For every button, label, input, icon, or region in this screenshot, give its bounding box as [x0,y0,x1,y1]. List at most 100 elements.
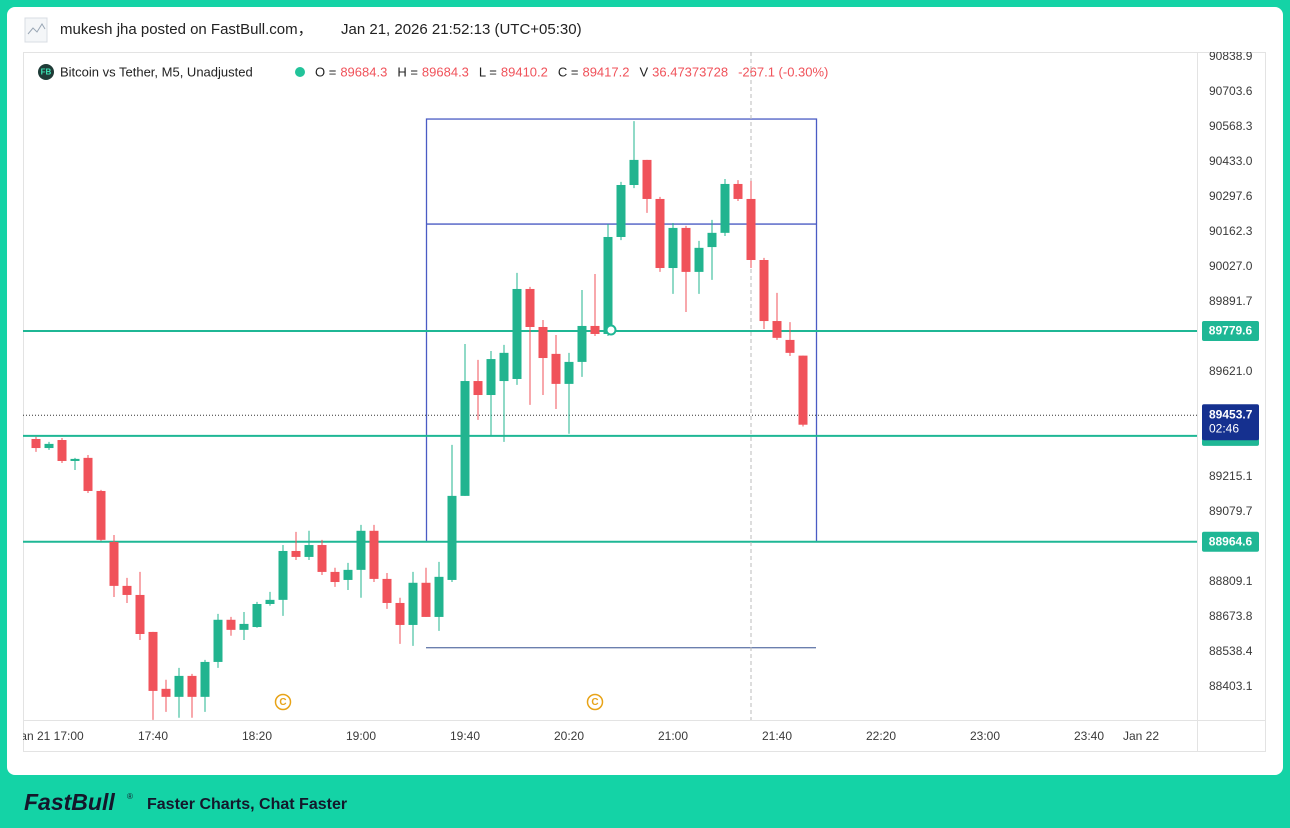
candle-body [447,495,457,580]
candle-body [265,599,275,604]
event-label: C [591,697,598,708]
candle-body [31,438,41,449]
card [7,7,1283,775]
candle-body [135,594,145,635]
x-tick-label: 21:40 [762,729,792,743]
y-tick-label: 90297.6 [1209,189,1253,203]
candle-body [187,675,197,697]
event-marker [274,693,292,711]
candle-body [408,582,418,625]
legend-label: H = [397,64,418,79]
y-tick-label: 89215.1 [1209,469,1253,483]
x-tick-label: 23:40 [1074,729,1104,743]
candle-body [369,530,379,579]
candle-body [239,623,249,630]
candle-body [746,198,756,261]
anchor-handle [605,324,617,336]
candles [31,121,808,720]
candle-body [291,550,301,557]
legend-value: 36.47373728 [652,64,728,79]
x-tick-label: 19:00 [346,729,376,743]
candle-body [642,159,652,199]
legend-label: L = [479,64,497,79]
candle-body [148,631,158,691]
header-author: mukesh jha posted on FastBull.com， [60,21,313,38]
y-tick-label: 88809.1 [1209,574,1253,588]
candle-body [382,578,392,603]
candle-body [486,359,496,396]
candle-body [356,530,366,570]
candle-body [109,541,119,586]
y-tick-label: 89891.7 [1209,294,1253,308]
price-line-badge [1202,531,1259,552]
candle-body [551,353,561,384]
footer-tagline: Faster Charts, Chat Faster [147,796,347,813]
x-tick-label: 22:20 [866,729,896,743]
y-tick-label: 90162.3 [1209,224,1253,238]
candle-body [733,183,743,199]
candle-body [798,355,808,425]
candle-body [785,339,795,353]
candle-body [161,688,171,697]
x-tick-label: 19:40 [450,729,480,743]
candle-body [655,198,665,269]
y-tick-label: 88403.1 [1209,679,1253,693]
candle-body [96,490,106,540]
y-tick-label: 89079.7 [1209,504,1253,518]
overlay [605,324,617,336]
candle-body [772,321,782,338]
y-tick-label: 89621.0 [1209,364,1253,378]
candle-body [174,675,184,697]
footer-registered: ® [127,792,133,801]
x-tick-label: 23:00 [970,729,1000,743]
y-tick-label: 88673.8 [1209,609,1253,623]
candle-body [213,619,223,662]
candle-body [564,361,574,384]
x-tick-label: 20:20 [554,729,584,743]
legend-value: 89684.3 [340,64,387,79]
x-tick-label: 21:00 [658,729,688,743]
candle-body [434,576,444,617]
candle-body [681,227,691,272]
candle-body [122,585,132,595]
candle-body [421,582,431,617]
axes: C C 90838.9 90703.6 90568.3 90433.0 90297.6 901… [14,52,1259,743]
candle-body [707,232,717,248]
candle-body [577,325,587,362]
y-tick-label: 90027.0 [1209,259,1253,273]
legend-value: 89410.2 [501,64,548,79]
candle-body [70,458,80,461]
candle-body [330,571,340,583]
x-tick-label: Jan 22 [1123,729,1159,743]
candle-body [44,443,54,449]
legend-status-dot [295,67,305,77]
chart-frame [23,52,1266,752]
candle-body [317,545,327,572]
candle-body [83,457,93,491]
legend-value: 89417.2 [582,64,629,79]
countdown-label: 02:46 [1209,421,1239,435]
y-tick-label: 90433.0 [1209,154,1253,168]
x-tick-label: 17:40 [138,729,168,743]
x-tick-label: Jan 21 17:00 [14,729,84,743]
candle-body [603,236,613,334]
candle-body [694,247,704,272]
candle-body [200,661,210,697]
candle-body [512,288,522,379]
candle-body [668,227,678,269]
header-timestamp: Jan 21, 2026 21:52:13 (UTC+05:30) [341,21,582,38]
candle-body [226,619,236,630]
price-line-label: 88964.6 [1209,534,1253,548]
legend-value: 89684.3 [422,64,469,79]
event-marker [586,693,604,711]
candle-body [538,326,548,359]
symbol-icon: FB [41,68,52,77]
current-price-label: 89453.7 [1209,407,1253,421]
drawings [23,52,1197,720]
legend-title: Bitcoin vs Tether, M5, Unadjusted [60,64,253,79]
y-tick-label: 90568.3 [1209,119,1253,133]
legend-label: O = [315,64,336,79]
candle-body [629,159,639,185]
